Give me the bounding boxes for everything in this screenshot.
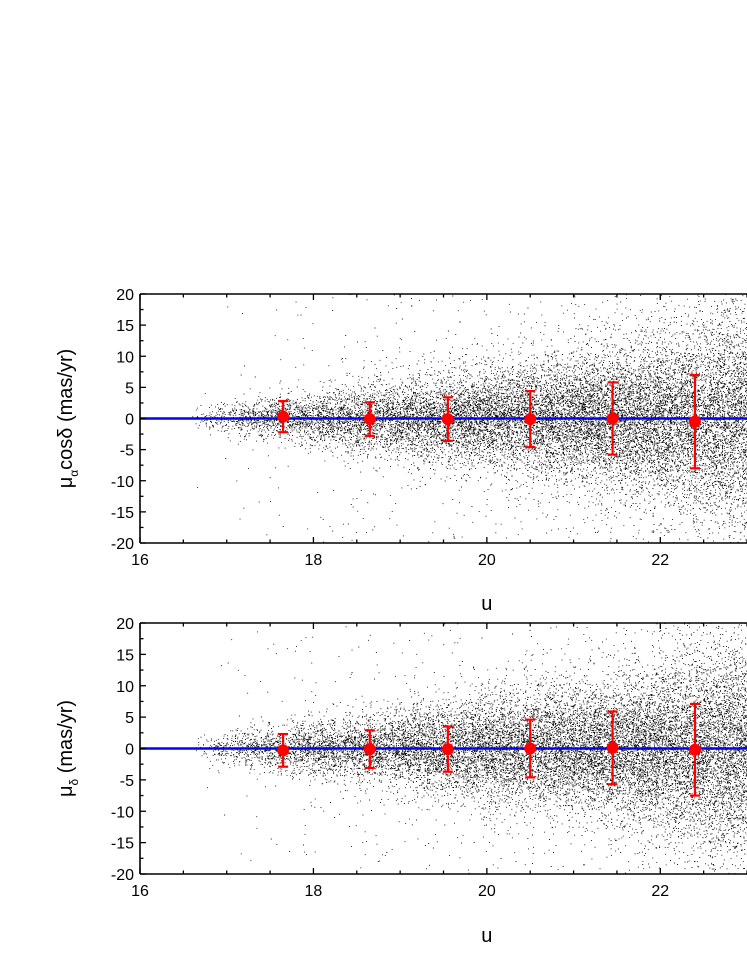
- mean-marker: [606, 741, 619, 754]
- binned-mean-point: [524, 718, 537, 779]
- binned-mean-point: [277, 732, 290, 768]
- x-tick-label: 18: [305, 552, 323, 569]
- scatter-cloud: [195, 623, 747, 874]
- top-panel: 16 18 20 22 -20 -15 -10 -5 0 5 10 15 20 u μαcosδ (mas/…: [55, 287, 747, 615]
- y-tick-label: 5: [125, 380, 134, 397]
- binned-mean-point: [606, 710, 619, 786]
- binned-mean-point: [363, 729, 376, 770]
- binned-mean-point: [441, 396, 454, 443]
- mean-marker: [363, 413, 376, 426]
- mean-marker: [688, 415, 701, 428]
- y-tick-label: -10: [111, 804, 134, 821]
- binned-mean-point: [688, 702, 701, 797]
- y-axis-title-symbol: μ: [55, 786, 77, 798]
- mean-marker: [524, 742, 537, 755]
- binned-mean-point: [277, 399, 290, 434]
- y-axis-title-rest: (mas/yr): [55, 700, 77, 779]
- y-tick-label: -20: [111, 536, 134, 553]
- mean-marker: [606, 412, 619, 425]
- mean-marker: [524, 413, 537, 426]
- y-tick-label: -10: [111, 474, 134, 491]
- axes-frame: 16 18 20 22 -20 -15 -10 -5 0 5 10 15 20: [111, 616, 747, 900]
- y-axis-title-symbol: μ: [55, 477, 77, 489]
- x-tick-label: 20: [478, 883, 496, 900]
- y-tick-label: 10: [116, 349, 134, 366]
- y-tick-label: 0: [125, 742, 134, 759]
- y-tick-label: 5: [125, 710, 134, 727]
- y-tick-label: 0: [125, 412, 134, 429]
- x-tick-label: 20: [478, 552, 496, 569]
- y-tick-label: -15: [111, 505, 134, 522]
- x-tick-label: 16: [131, 552, 149, 569]
- mean-marker: [363, 743, 376, 756]
- y-axis-title-subscript: α: [67, 470, 81, 477]
- binned-mean-point: [606, 381, 619, 456]
- y-axis-title: μδ (mas/yr): [55, 700, 81, 797]
- mean-marker: [277, 744, 290, 757]
- y-tick-label: 10: [116, 679, 134, 696]
- scatter-points: [195, 623, 747, 874]
- binned-mean-point: [524, 390, 537, 449]
- y-axis-title-rest: cosδ (mas/yr): [55, 349, 77, 470]
- binned-mean-point: [363, 401, 376, 438]
- x-tick-label: 22: [651, 552, 669, 569]
- mean-marker: [441, 743, 454, 756]
- y-tick-label: 20: [116, 287, 134, 304]
- axes-frame: 16 18 20 22 -20 -15 -10 -5 0 5 10 15 20: [111, 287, 747, 569]
- y-tick-label: 15: [116, 318, 134, 335]
- y-axis-title-subscript: δ: [67, 779, 81, 786]
- binned-mean-point: [441, 725, 454, 773]
- mean-marker: [441, 413, 454, 426]
- x-axis-title: u: [481, 925, 492, 947]
- y-axis-title: μαcosδ (mas/yr): [55, 349, 81, 489]
- mean-marker: [277, 410, 290, 423]
- y-tick-label: 20: [116, 616, 134, 633]
- x-tick-label: 16: [131, 883, 149, 900]
- x-tick-label: 22: [651, 883, 669, 900]
- y-tick-label: -5: [120, 443, 134, 460]
- binned-mean-point: [688, 373, 701, 470]
- y-tick-label: -20: [111, 867, 134, 884]
- x-axis-title: u: [481, 593, 492, 615]
- y-tick-label: -15: [111, 836, 134, 853]
- bottom-panel: 16 18 20 22 -20 -15 -10 -5 0 5 10 15 20 u μδ (mas/yr): [55, 616, 747, 947]
- y-tick-label: -5: [120, 773, 134, 790]
- x-tick-label: 18: [305, 883, 323, 900]
- mean-marker: [688, 743, 701, 756]
- y-tick-label: 15: [116, 647, 134, 664]
